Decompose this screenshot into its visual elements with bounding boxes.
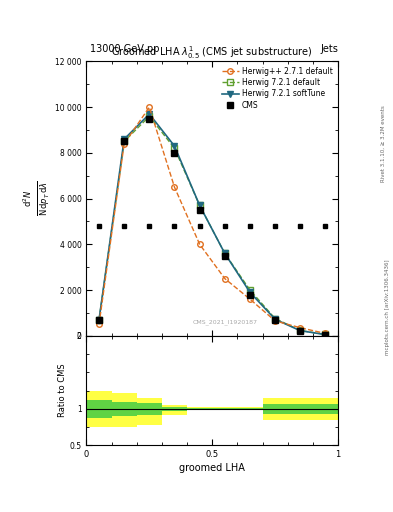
Herwig++ 2.7.1 default xyxy=(273,318,277,324)
Herwig++ 2.7.1 default xyxy=(172,184,177,190)
Herwig 7.2.1 softTune xyxy=(222,250,227,257)
Y-axis label: Ratio to CMS: Ratio to CMS xyxy=(58,364,67,417)
Herwig++ 2.7.1 default xyxy=(248,296,252,302)
Text: Rivet 3.1.10, ≥ 3.2M events: Rivet 3.1.10, ≥ 3.2M events xyxy=(381,105,386,182)
Herwig++ 2.7.1 default xyxy=(97,321,101,327)
CMS xyxy=(172,150,177,156)
Herwig 7.2.1 softTune xyxy=(298,328,303,334)
Herwig 7.2.1 softTune xyxy=(197,202,202,208)
Herwig 7.2.1 softTune xyxy=(273,316,277,323)
Herwig 7.2.1 default xyxy=(298,327,303,333)
Herwig 7.2.1 default xyxy=(323,331,328,337)
Herwig 7.2.1 default xyxy=(122,138,127,144)
Text: Jets: Jets xyxy=(320,44,338,54)
CMS xyxy=(197,207,202,213)
Herwig++ 2.7.1 default xyxy=(222,275,227,282)
CMS xyxy=(298,328,303,334)
Line: Herwig 7.2.1 softTune: Herwig 7.2.1 softTune xyxy=(96,111,328,337)
Line: Herwig++ 2.7.1 default: Herwig++ 2.7.1 default xyxy=(96,104,328,336)
CMS xyxy=(222,252,227,259)
Herwig 7.2.1 default xyxy=(248,287,252,293)
Line: Herwig 7.2.1 default: Herwig 7.2.1 default xyxy=(96,114,328,337)
CMS xyxy=(323,331,328,337)
Herwig++ 2.7.1 default xyxy=(147,104,152,110)
Title: Groomed LHA $\lambda^{1}_{0.5}$ (CMS jet substructure): Groomed LHA $\lambda^{1}_{0.5}$ (CMS jet… xyxy=(112,45,313,61)
Herwig 7.2.1 default xyxy=(147,113,152,119)
CMS xyxy=(147,116,152,122)
Herwig++ 2.7.1 default xyxy=(197,241,202,247)
Y-axis label: $\mathrm{d}^2N$
$\overline{\mathrm{N}\,\mathrm{d}p_T\,\mathrm{d}\lambda}$: $\mathrm{d}^2N$ $\overline{\mathrm{N}\,\… xyxy=(22,181,52,217)
CMS xyxy=(122,138,127,144)
Herwig++ 2.7.1 default xyxy=(298,325,303,331)
Text: mcplots.cern.ch [arXiv:1306.3436]: mcplots.cern.ch [arXiv:1306.3436] xyxy=(385,260,389,355)
Herwig++ 2.7.1 default xyxy=(323,330,328,336)
Herwig 7.2.1 default xyxy=(172,145,177,152)
Text: 13000 GeV pp: 13000 GeV pp xyxy=(90,44,160,54)
Herwig 7.2.1 softTune xyxy=(323,331,328,337)
Herwig 7.2.1 default xyxy=(197,202,202,208)
X-axis label: groomed LHA: groomed LHA xyxy=(179,463,245,474)
Herwig 7.2.1 default xyxy=(273,315,277,322)
Legend: Herwig++ 2.7.1 default, Herwig 7.2.1 default, Herwig 7.2.1 softTune, CMS: Herwig++ 2.7.1 default, Herwig 7.2.1 def… xyxy=(220,65,334,111)
Herwig 7.2.1 softTune xyxy=(122,136,127,142)
Herwig 7.2.1 softTune xyxy=(97,316,101,323)
CMS xyxy=(273,316,277,323)
Herwig 7.2.1 default xyxy=(222,250,227,257)
Herwig++ 2.7.1 default xyxy=(122,141,127,147)
Text: CMS_2021_I1920187: CMS_2021_I1920187 xyxy=(192,319,257,325)
Herwig 7.2.1 softTune xyxy=(248,289,252,295)
Herwig 7.2.1 softTune xyxy=(147,111,152,117)
Line: CMS: CMS xyxy=(96,116,328,337)
CMS xyxy=(97,316,101,323)
Herwig 7.2.1 default xyxy=(97,316,101,323)
Herwig 7.2.1 softTune xyxy=(172,143,177,149)
CMS xyxy=(248,291,252,297)
